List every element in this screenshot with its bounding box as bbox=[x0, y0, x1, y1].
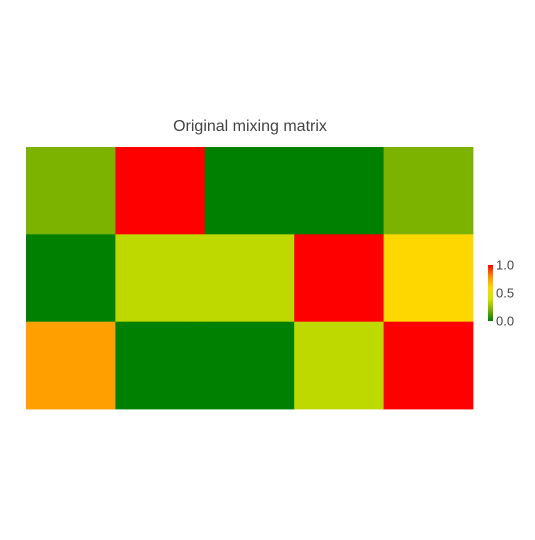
colorbar: 0.0 0.5 1.0 bbox=[488, 258, 514, 329]
heatmap-cell-r1-c4 bbox=[294, 147, 384, 235]
heatmap-cell-r3-c3 bbox=[204, 321, 295, 410]
heatmap-cell-r3-c4 bbox=[294, 321, 384, 410]
colorbar-ticks: 0.0 0.5 1.0 bbox=[496, 258, 514, 329]
heatmap-cell-r2-c5 bbox=[383, 234, 474, 323]
colorbar-tick-label: 0.5 bbox=[496, 286, 514, 301]
colorbar-bar bbox=[488, 265, 493, 321]
heatmap-cells bbox=[26, 147, 474, 410]
heatmap-cell-r2-c2 bbox=[115, 234, 206, 323]
heatmap-cell-r3-c5 bbox=[383, 321, 474, 410]
heatmap-cell-r2-c1 bbox=[26, 234, 116, 323]
heatmap-cell-r3-c2 bbox=[115, 321, 206, 410]
colorbar-tick-label: 1.0 bbox=[496, 258, 514, 273]
chart-title: Original mixing matrix bbox=[173, 118, 327, 135]
heatmap-cell-r2-c4 bbox=[294, 234, 384, 323]
heatmap-cell-r1-c3 bbox=[204, 147, 295, 235]
heatmap-cell-r1-c2 bbox=[115, 147, 206, 235]
colorbar-tick-label: 0.0 bbox=[496, 314, 514, 329]
heatmap-cell-r2-c3 bbox=[204, 234, 295, 323]
heatmap-cell-r3-c1 bbox=[26, 321, 116, 410]
heatmap-cell-r1-c5 bbox=[383, 147, 474, 235]
heatmap-cell-r1-c1 bbox=[26, 147, 116, 235]
